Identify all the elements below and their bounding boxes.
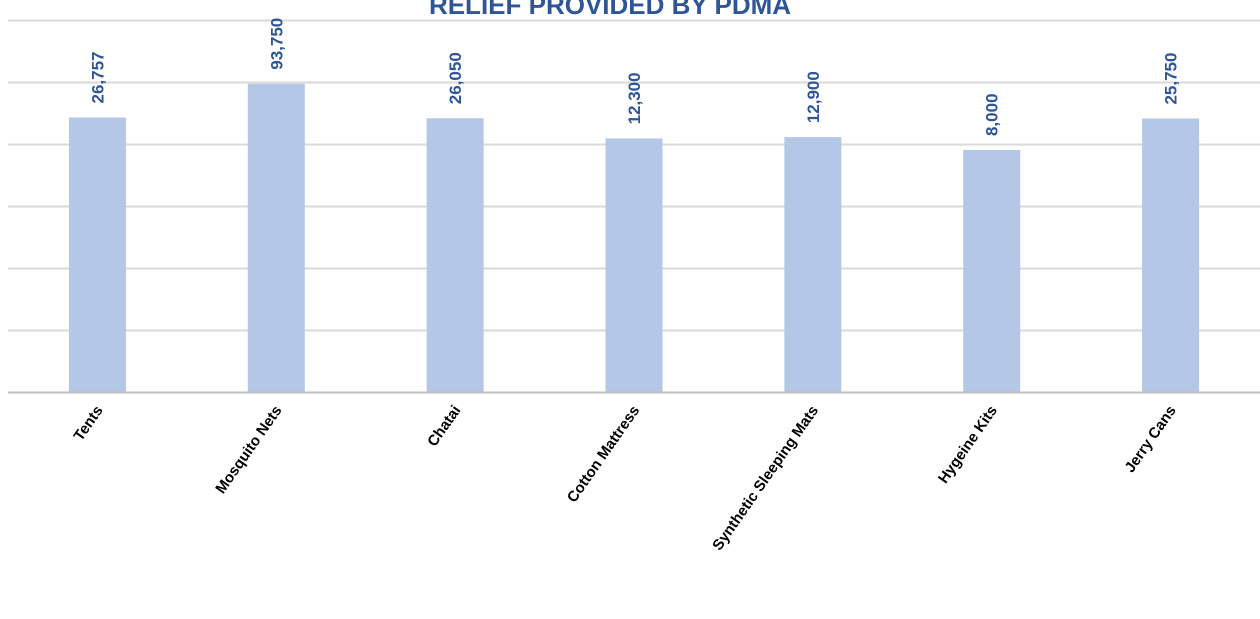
x-tick-label: Jerry Cans xyxy=(1121,403,1179,476)
data-label: 26,050 xyxy=(446,52,465,104)
data-label: 93,750 xyxy=(267,18,286,70)
x-tick-label: Cotton Mattress xyxy=(564,403,643,506)
bar xyxy=(426,118,484,393)
bar xyxy=(68,117,126,393)
bar xyxy=(247,83,305,392)
data-label: 26,757 xyxy=(88,51,107,103)
bar xyxy=(963,150,1021,392)
x-tick-label: Chatai xyxy=(424,403,464,450)
x-axis-tick-labels: Tents Mosquito Nets Chatai Cotton Mattress S… xyxy=(70,403,1179,554)
data-label: 12,900 xyxy=(804,71,823,123)
bar xyxy=(1142,118,1200,393)
bars xyxy=(68,83,1200,393)
x-tick-label: Mosquito Nets xyxy=(212,403,285,497)
chart-title: RELIEF PROVIDED BY PDMA xyxy=(429,0,791,20)
x-tick-label: Tents xyxy=(70,403,106,445)
bar xyxy=(605,138,663,392)
x-tick-label: Synthetic Sleeping Mats xyxy=(709,403,822,554)
x-tick-label: Hygeine Kits xyxy=(935,403,1001,487)
bar xyxy=(784,137,842,392)
data-label: 25,750 xyxy=(1162,53,1181,105)
data-label: 8,000 xyxy=(983,93,1002,136)
data-labels: 26,757 93,750 26,050 12,300 12,900 8,000 25,75… xyxy=(88,18,1180,136)
data-label: 12,300 xyxy=(625,72,644,124)
